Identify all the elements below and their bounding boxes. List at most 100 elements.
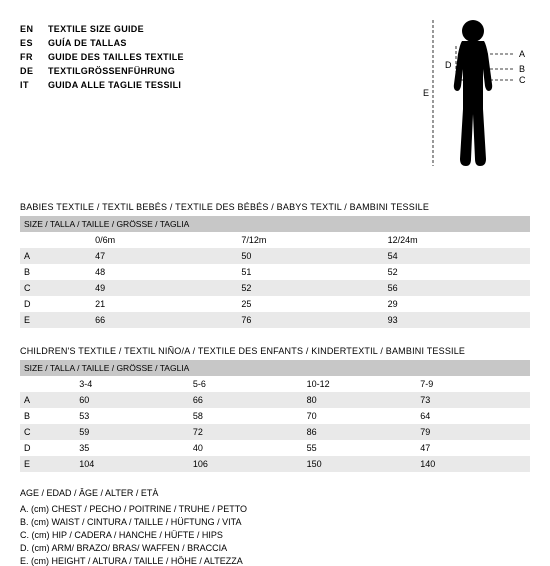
row-key: D [20,440,75,456]
header-area: EN TEXTILE SIZE GUIDE ES GUÍA DE TALLAS … [20,24,530,184]
lang-code: ES [20,38,48,48]
cell: 59 [75,424,189,440]
row-key: A [20,392,75,408]
cell: 47 [91,248,237,264]
row-key: B [20,408,75,424]
children-size-table: SIZE / TALLA / TAILLE / GRÖSSE / TAGLIA … [20,360,530,472]
cell: 35 [75,440,189,456]
cell: 47 [416,440,530,456]
cell: 29 [384,296,530,312]
legend-line: D. (cm) ARM/ BRAZO/ BRAS/ WAFFEN / BRACC… [20,543,530,553]
table-row: A 47 50 54 [20,248,530,264]
lang-label: GUIDA ALLE TAGLIE TESSILI [48,80,181,90]
row-key: A [20,248,91,264]
cell: 55 [303,440,417,456]
row-key: B [20,264,91,280]
cell: 56 [384,280,530,296]
legend-line: A. (cm) CHEST / PECHO / POITRINE / TRUHE… [20,504,530,514]
babies-section-title: BABIES TEXTILE / TEXTIL BEBÉS / TEXTILE … [20,202,530,212]
cell: 86 [303,424,417,440]
table-row: C 59 72 86 79 [20,424,530,440]
cell: 73 [416,392,530,408]
lang-code: EN [20,24,48,34]
cell: 140 [416,456,530,472]
table-header-row: SIZE / TALLA / TAILLE / GRÖSSE / TAGLIA [20,360,530,376]
legend-line: E. (cm) HEIGHT / ALTURA / TAILLE / HÖHE … [20,556,530,566]
table-columns-row: 3-4 5-6 10-12 7-9 [20,376,530,392]
cell: 40 [189,440,303,456]
table-row: A 60 66 80 73 [20,392,530,408]
lang-code: DE [20,66,48,76]
lang-label: GUIDE DES TAILLES TEXTILE [48,52,184,62]
cell: 80 [303,392,417,408]
cell: 53 [75,408,189,424]
lang-code: IT [20,80,48,90]
cell: 70 [303,408,417,424]
row-key: C [20,424,75,440]
table-row: E 104 106 150 140 [20,456,530,472]
table-row: C 49 52 56 [20,280,530,296]
lang-row: FR GUIDE DES TAILLES TEXTILE [20,52,410,62]
cell: 49 [91,280,237,296]
cell: 64 [416,408,530,424]
col-label: 0/6m [91,232,237,248]
lang-row: DE TEXTILGRÖSSENFÜHRUNG [20,66,410,76]
table-columns-row: 0/6m 7/12m 12/24m [20,232,530,248]
col-label: 7/12m [237,232,383,248]
row-key: C [20,280,91,296]
col-label: 10-12 [303,376,417,392]
col-label: 3-4 [75,376,189,392]
figure-label-e: E [423,88,429,98]
lang-row: ES GUÍA DE TALLAS [20,38,410,48]
cell: 93 [384,312,530,328]
legend-line: B. (cm) WAIST / CINTURA / TAILLE / HÜFTU… [20,517,530,527]
cell: 50 [237,248,383,264]
cell: 60 [75,392,189,408]
legend-title: AGE / EDAD / ÂGE / ALTER / ETÀ [20,488,530,498]
cell: 79 [416,424,530,440]
body-measurement-figure: A B C D E [410,24,530,184]
language-title-list: EN TEXTILE SIZE GUIDE ES GUÍA DE TALLAS … [20,24,410,184]
cell: 72 [189,424,303,440]
legend-line: C. (cm) HIP / CADERA / HANCHE / HÜFTE / … [20,530,530,540]
lang-code: FR [20,52,48,62]
table-row: D 35 40 55 47 [20,440,530,456]
cell: 48 [91,264,237,280]
cell: 76 [237,312,383,328]
figure-label-d: D [445,60,452,70]
cell: 51 [237,264,383,280]
figure-label-b: B [519,64,525,74]
lang-row: IT GUIDA ALLE TAGLIE TESSILI [20,80,410,90]
cell: 106 [189,456,303,472]
lang-label: TEXTILE SIZE GUIDE [48,24,144,34]
cell: 150 [303,456,417,472]
table-header-label: SIZE / TALLA / TAILLE / GRÖSSE / TAGLIA [20,216,530,232]
cell: 21 [91,296,237,312]
cell: 58 [189,408,303,424]
cell: 52 [384,264,530,280]
row-key: D [20,296,91,312]
children-section-title: CHILDREN'S TEXTILE / TEXTIL NIÑO/A / TEX… [20,346,530,356]
table-row: D 21 25 29 [20,296,530,312]
cell: 52 [237,280,383,296]
col-label: 5-6 [189,376,303,392]
cell: 66 [189,392,303,408]
table-row: B 53 58 70 64 [20,408,530,424]
col-label: 7-9 [416,376,530,392]
cell: 104 [75,456,189,472]
lang-label: GUÍA DE TALLAS [48,38,127,48]
lang-label: TEXTILGRÖSSENFÜHRUNG [48,66,175,76]
table-header-row: SIZE / TALLA / TAILLE / GRÖSSE / TAGLIA [20,216,530,232]
row-key: E [20,312,91,328]
col-label: 12/24m [384,232,530,248]
cell: 54 [384,248,530,264]
figure-label-a: A [519,49,525,59]
lang-row: EN TEXTILE SIZE GUIDE [20,24,410,34]
silhouette-icon: A B C D E [410,14,530,184]
row-key: E [20,456,75,472]
table-header-label: SIZE / TALLA / TAILLE / GRÖSSE / TAGLIA [20,360,530,376]
table-row: E 66 76 93 [20,312,530,328]
cell: 66 [91,312,237,328]
measurement-legend: AGE / EDAD / ÂGE / ALTER / ETÀ A. (cm) C… [20,488,530,566]
figure-label-c: C [519,75,526,85]
